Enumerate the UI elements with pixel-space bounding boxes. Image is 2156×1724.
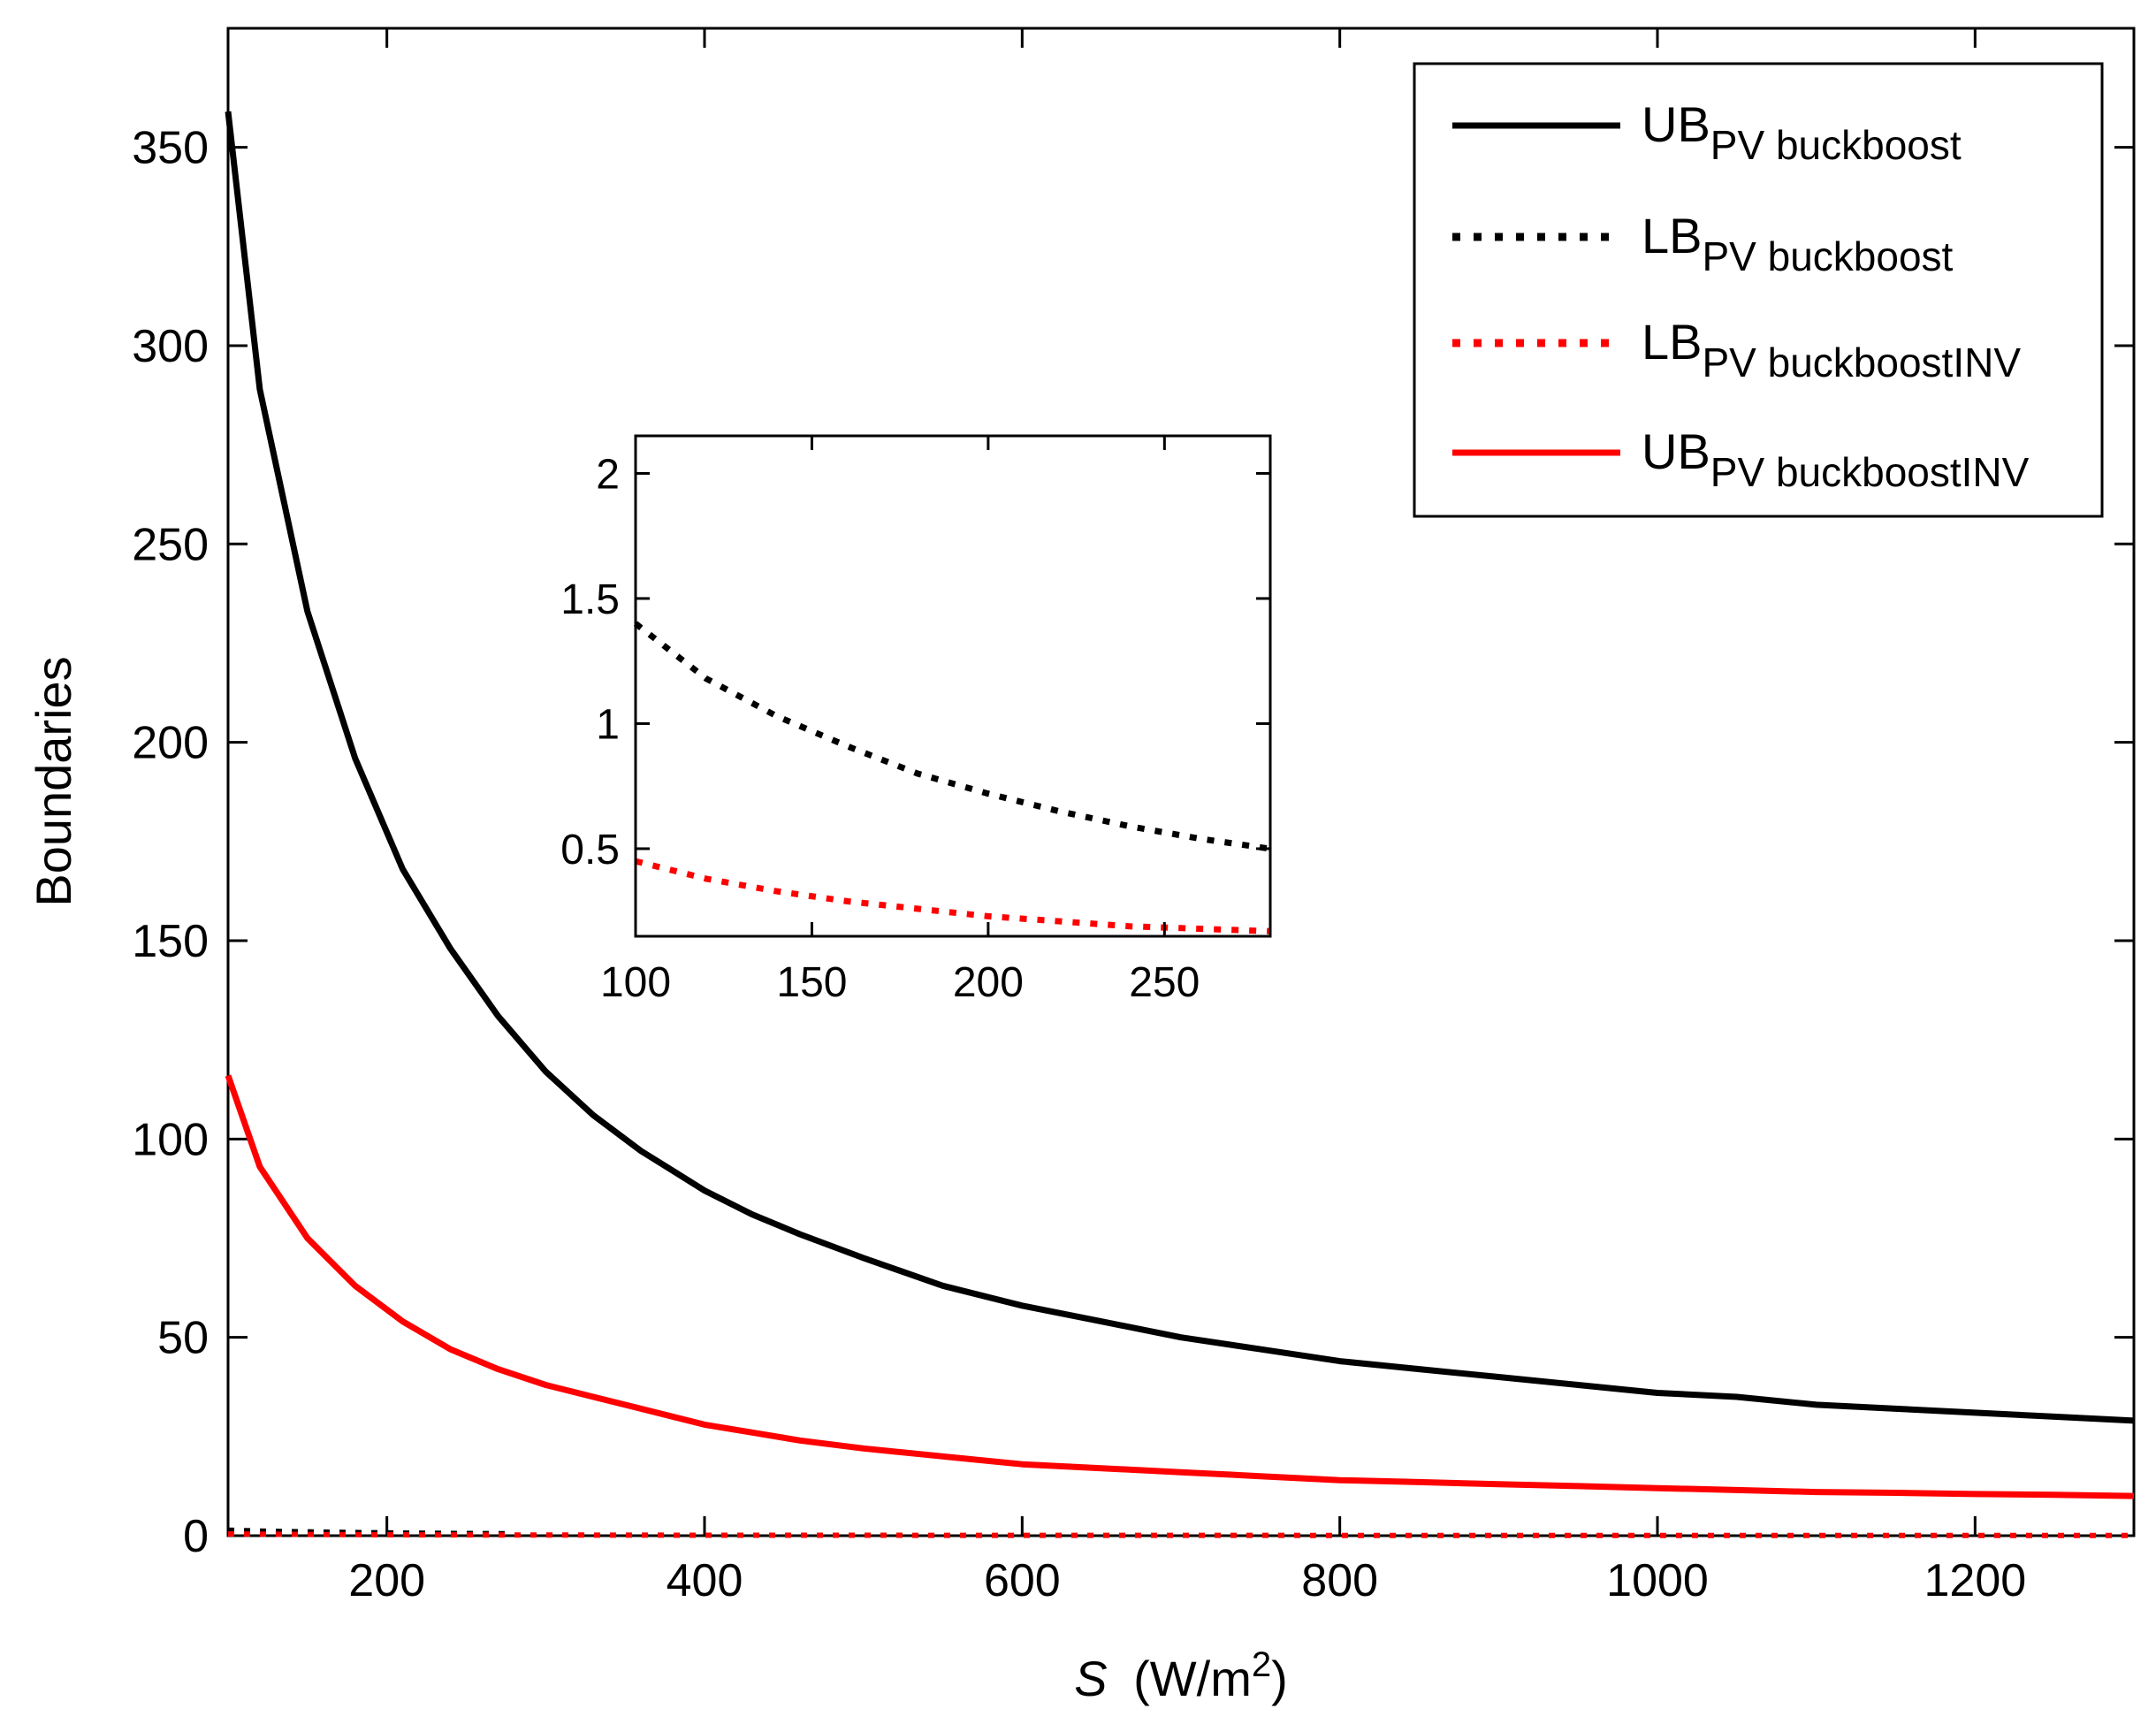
y-tick-label: 200 [132,718,209,769]
x-tick-label: 1000 [1606,1555,1709,1606]
series-line-ub-pv-buckboostinv [225,1074,2135,1499]
legend: UBPV buckboost LBPV buckboost LBPV buckb… [1413,62,2104,518]
y-axis-label: Boundaries [26,656,81,906]
inset-x-tick-label: 250 [1129,959,1200,1006]
x-axis-label-close: ) [1271,1651,1288,1706]
inset-y-tick-label: 1.5 [560,576,620,623]
legend-label-ub-pv-buckboostinv: UBPV buckboostINV [1642,423,2030,495]
inset-x-tick-label: 150 [776,959,847,1006]
legend-entry: UBPV buckboost [1452,96,1962,168]
y-tick-label: 250 [132,519,209,570]
legend-box [1413,62,2104,518]
x-tick-label: 800 [1301,1555,1378,1606]
x-axis-label-var: S [1074,1651,1107,1706]
inset-tick-labels: 100 150 200 250 0.5 1 1.5 2 [560,451,1200,1006]
y-tick-label: 100 [132,1114,209,1165]
x-tick-label: 200 [348,1555,425,1606]
inset-y-tick-label: 0.5 [560,827,620,873]
main-tick-labels: 200 400 600 800 1000 120005010015020025030035… [132,123,2026,1606]
main-series [225,111,2135,1538]
y-tick-label: 150 [132,916,209,967]
inset-series-line-lb-pv-buckboost [633,621,1271,852]
x-tick-label: 400 [667,1555,743,1606]
legend-label-ub-pv-buckboost: UBPV buckboost [1642,96,1962,168]
main-axes-box [226,27,2136,1537]
legend-label-lb-pv-buckboostinv: LBPV buckboostINV [1642,314,2021,385]
inset-y-tick-label: 2 [596,451,620,498]
legend-entry: UBPV buckboostINV [1452,423,2030,495]
y-tick-label: 0 [183,1511,209,1562]
legend-entries: UBPV buckboost LBPV buckboost LBPV buckb… [1452,96,2030,495]
legend-label-lb-pv-buckboost: LBPV buckboost [1642,208,1954,279]
legend-entry: LBPV buckboostINV [1452,314,2021,385]
y-tick-label: 300 [132,321,209,372]
x-axis-label: S (W/m2) [1074,1645,1288,1706]
inset-ticks [634,436,1270,936]
x-tick-label: 600 [984,1555,1061,1606]
inset-x-tick-label: 200 [953,959,1024,1006]
main-ticks [228,28,2134,1537]
y-tick-label: 350 [132,123,209,174]
inset-axes-box [634,434,1272,938]
x-axis-label-sup: 2 [1252,1645,1271,1684]
x-axis-label-unit: (W/m [1133,1651,1252,1706]
inset-background [636,436,1270,936]
legend-entry: LBPV buckboost [1452,208,1954,279]
series-line-ub-pv-buckboost [225,111,2135,1424]
y-tick-label: 50 [157,1313,209,1364]
x-tick-label: 1200 [1924,1555,2026,1606]
inset-y-tick-label: 1 [596,701,620,748]
inset-x-tick-label: 100 [600,959,671,1006]
